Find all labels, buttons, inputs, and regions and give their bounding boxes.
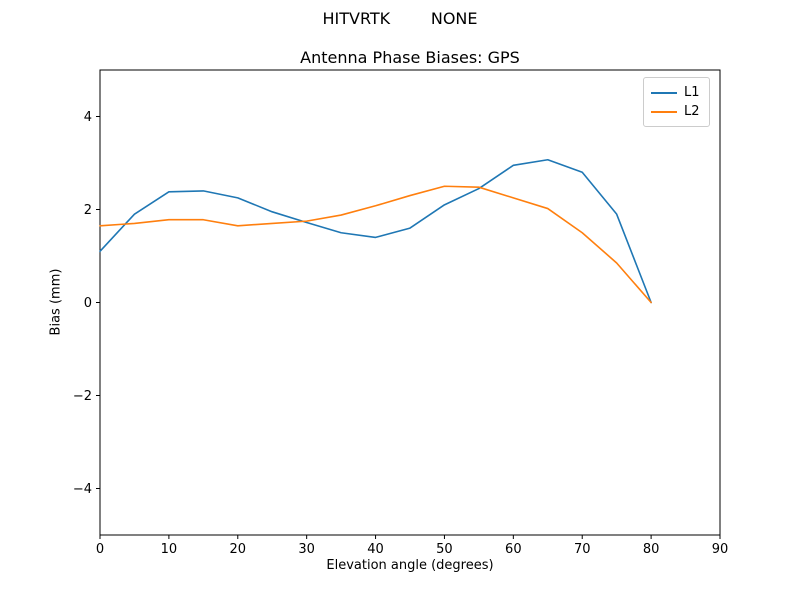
chart-title: Antenna Phase Biases: GPS bbox=[300, 48, 520, 67]
l2-line-swatch bbox=[651, 110, 677, 113]
x-axis-label: Elevation angle (degrees) bbox=[326, 558, 494, 573]
legend-label-l2: L2 bbox=[684, 104, 700, 119]
x-tick-label: 20 bbox=[230, 542, 247, 557]
y-tick-label: 0 bbox=[84, 296, 92, 311]
line-L1 bbox=[99, 158, 652, 304]
y-tick-label: 2 bbox=[84, 203, 92, 218]
x-tick-label: 80 bbox=[643, 542, 660, 557]
l1-line-swatch bbox=[651, 91, 677, 94]
legend-label-l1: L1 bbox=[684, 85, 700, 100]
legend-item-l2: L2 bbox=[651, 102, 700, 121]
x-tick-label: 70 bbox=[574, 542, 591, 557]
figure-suptitle: HITVRTK NONE bbox=[322, 9, 478, 28]
y-tick-label: −4 bbox=[73, 482, 92, 497]
y-tick-label: −2 bbox=[73, 389, 92, 404]
legend: L1 L2 bbox=[643, 77, 710, 127]
line-L2 bbox=[99, 185, 652, 304]
x-tick-label: 0 bbox=[96, 542, 104, 557]
axes-frame bbox=[99, 69, 721, 536]
x-tick-label: 40 bbox=[367, 542, 384, 557]
legend-item-l1: L1 bbox=[651, 83, 700, 102]
y-tick-label: 4 bbox=[84, 110, 92, 125]
x-tick-label: 10 bbox=[161, 542, 178, 557]
y-axis-label: Bias (mm) bbox=[48, 268, 64, 336]
x-tick-label: 50 bbox=[436, 542, 453, 557]
x-tick-label: 30 bbox=[298, 542, 315, 557]
x-tick-label: 90 bbox=[712, 542, 729, 557]
x-tick-label: 60 bbox=[505, 542, 522, 557]
